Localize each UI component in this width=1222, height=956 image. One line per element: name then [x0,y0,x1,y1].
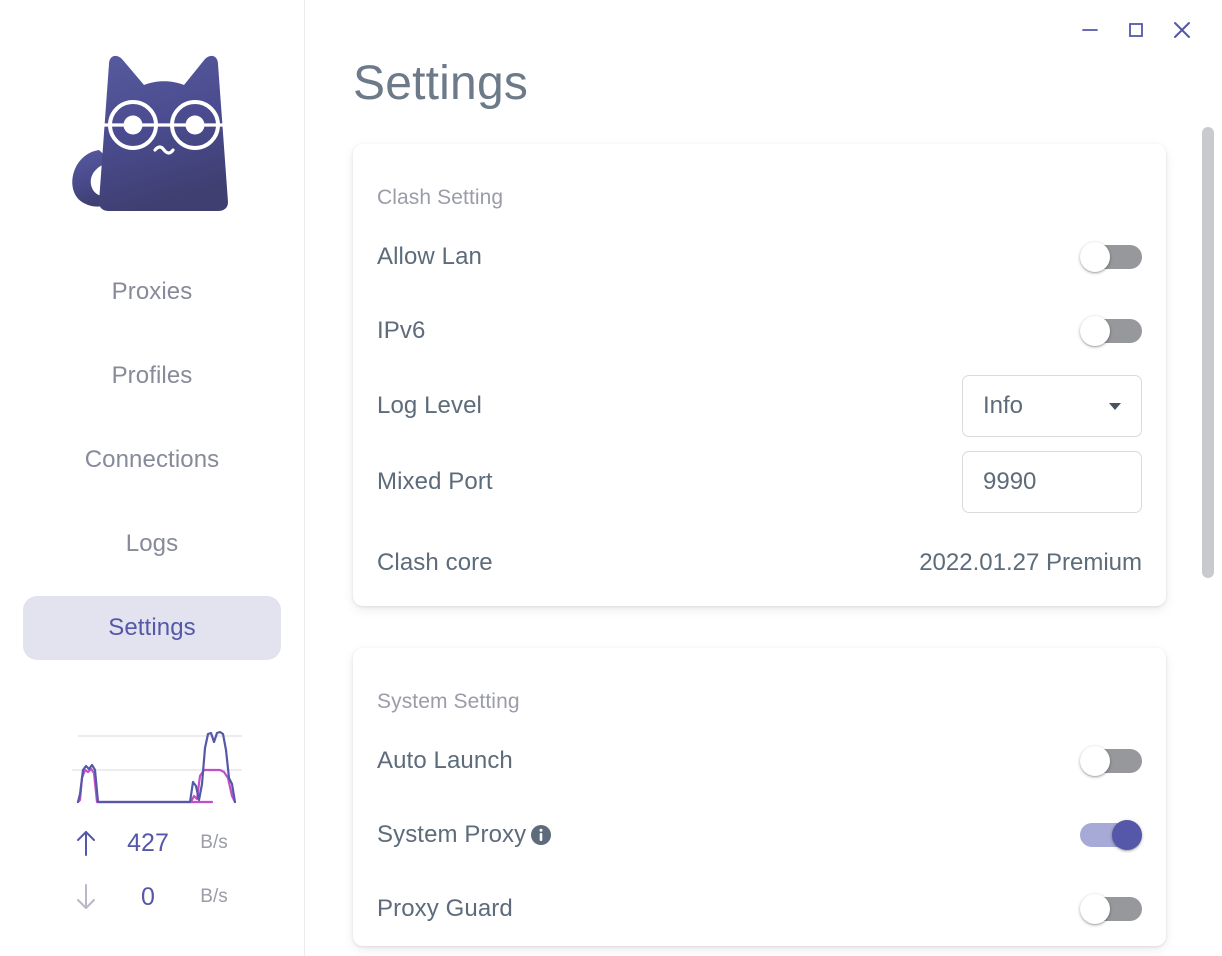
row-log-level: Log Level Info [377,368,1142,444]
maximize-icon [1129,23,1143,37]
window-controls [1022,0,1222,60]
minimize-button[interactable] [1070,10,1110,50]
toggle-knob [1080,242,1110,272]
cat-logo-icon [72,55,240,211]
toggle-knob [1080,746,1110,776]
proxy-guard-label: Proxy Guard [377,895,513,922]
sidebar-item-connections[interactable]: Connections [23,428,281,492]
sidebar: Proxies Profiles Connections Logs Settin… [0,0,305,956]
close-icon [1174,22,1190,38]
row-clash-core: Clash core 2022.01.27 Premium [377,520,1142,606]
traffic-series-upload [76,763,192,804]
upload-speed-unit: B/s [200,832,228,853]
settings-scroll-area[interactable]: Clash Setting Allow Lan IPv6 [305,130,1222,956]
row-auto-launch: Auto Launch [377,724,1142,798]
page-title: Settings [353,57,529,110]
system-proxy-toggle[interactable] [1080,820,1142,850]
sidebar-item-profiles[interactable]: Profiles [23,344,281,408]
traffic-download-row: 0 B/s [62,870,242,924]
minimize-icon [1082,29,1098,31]
toggle-knob [1080,894,1110,924]
upload-speed-value: 427 [127,828,169,857]
traffic-upload-row: 427 B/s [62,816,242,870]
traffic-chart [62,720,242,810]
row-proxy-guard: Proxy Guard [377,872,1142,946]
sidebar-item-label: Logs [125,530,179,557]
sidebar-item-proxies[interactable]: Proxies [23,260,281,324]
toggle-knob [1112,820,1142,850]
close-button[interactable] [1162,10,1202,50]
system-setting-card: System Setting Auto Launch System Proxy [353,648,1166,946]
sidebar-item-label: Settings [108,614,196,641]
auto-launch-label: Auto Launch [377,747,513,774]
clash-setting-title: Clash Setting [377,186,504,209]
main-content: Settings Clash Setting Allow Lan IPv6 [305,0,1222,956]
info-icon[interactable] [530,824,552,846]
clash-core-version: 2022.01.27 Premium [919,549,1142,576]
toggle-knob [1080,316,1110,346]
clash-setting-card: Clash Setting Allow Lan IPv6 [353,144,1166,606]
row-mixed-port: Mixed Port [377,444,1142,520]
mixed-port-input[interactable] [983,468,1127,496]
sidebar-item-settings[interactable]: Settings [23,596,281,660]
scrollbar-thumb[interactable] [1202,127,1214,578]
arrow-up-icon [62,828,110,858]
arrow-down-icon [62,882,110,912]
proxy-guard-toggle[interactable] [1080,894,1142,924]
log-level-select[interactable]: Info [962,375,1142,437]
row-ipv6: IPv6 [377,294,1142,368]
download-speed-unit: B/s [200,886,228,907]
auto-launch-toggle[interactable] [1080,746,1142,776]
mixed-port-label: Mixed Port [377,468,493,495]
sidebar-nav: Proxies Profiles Connections Logs Settin… [0,260,304,680]
scrollbar-track[interactable] [1202,0,1214,956]
traffic-panel: 427 B/s 0 B/s [52,720,252,924]
sidebar-item-label: Profiles [111,362,193,389]
app-logo [52,22,252,222]
log-level-label: Log Level [377,392,482,419]
system-setting-title: System Setting [377,690,520,713]
ipv6-toggle[interactable] [1080,316,1142,346]
mixed-port-field[interactable] [962,451,1142,513]
clash-core-label: Clash core [377,549,493,576]
log-level-value: Info [983,392,1024,419]
system-proxy-label: System Proxy [377,821,527,848]
traffic-sparkline-icon [72,730,242,804]
sidebar-item-logs[interactable]: Logs [23,512,281,576]
sidebar-item-label: Proxies [111,278,193,305]
system-proxy-label-wrap: System Proxy [377,821,552,849]
allow-lan-label: Allow Lan [377,243,482,270]
row-allow-lan: Allow Lan [377,220,1142,294]
maximize-button[interactable] [1116,10,1156,50]
traffic-stats: 427 B/s 0 B/s [62,816,242,924]
row-system-proxy: System Proxy [377,798,1142,872]
ipv6-label: IPv6 [377,317,426,344]
sidebar-item-label: Connections [84,446,220,473]
chevron-down-icon [1109,403,1121,410]
allow-lan-toggle[interactable] [1080,242,1142,272]
download-speed-value: 0 [141,882,155,911]
